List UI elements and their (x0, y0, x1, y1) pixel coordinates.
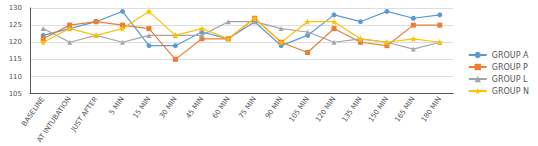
svg-text:5 MIN: 5 MIN (108, 95, 126, 116)
svg-text:JUST AFTER: JUST AFTER (69, 95, 99, 134)
svg-text:75 MIN: 75 MIN (237, 95, 258, 120)
svg-text:GROUP P: GROUP P (492, 63, 528, 72)
svg-text:GROUP L: GROUP L (492, 75, 528, 84)
svg-text:180 MIN: 180 MIN (420, 95, 443, 123)
svg-text:120: 120 (9, 38, 22, 46)
svg-text:BASELINE: BASELINE (20, 95, 46, 128)
svg-text:30 MIN: 30 MIN (158, 95, 179, 120)
svg-text:150 MIN: 150 MIN (367, 95, 390, 123)
svg-text:135 MIN: 135 MIN (341, 95, 364, 123)
svg-text:115: 115 (9, 55, 22, 63)
svg-text:60 MIN: 60 MIN (211, 95, 232, 120)
svg-text:105 MIN: 105 MIN (288, 95, 311, 123)
svg-text:165 MIN: 165 MIN (393, 95, 416, 123)
svg-text:15 MIN: 15 MIN (132, 95, 153, 120)
svg-text:130: 130 (9, 4, 22, 12)
svg-text:GROUP A: GROUP A (492, 51, 529, 60)
svg-text:120 MIN: 120 MIN (314, 95, 337, 123)
svg-text:GROUP N: GROUP N (492, 87, 529, 96)
svg-text:105: 105 (9, 90, 22, 98)
svg-text:110: 110 (9, 73, 22, 81)
svg-text:125: 125 (9, 21, 22, 29)
svg-text:AT INTUBATION: AT INTUBATION (36, 95, 73, 143)
svg-text:45 MIN: 45 MIN (185, 95, 206, 120)
svg-text:90 MIN: 90 MIN (264, 95, 285, 120)
